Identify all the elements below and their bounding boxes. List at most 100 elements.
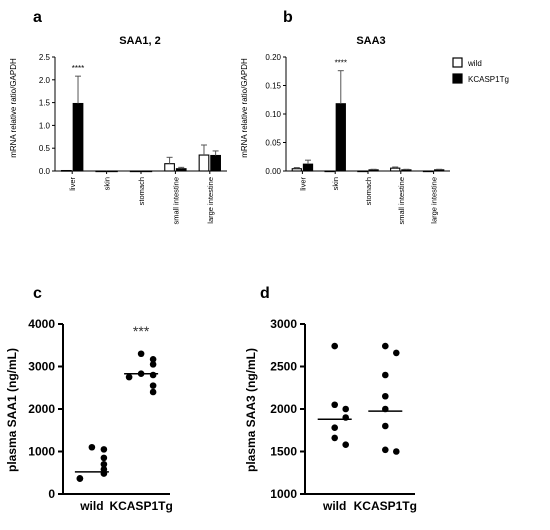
panel-a-bar-kcasp1tg (175, 168, 187, 172)
panel-a-y-tick-label: 1.0 (39, 121, 51, 130)
panel-c-y-tick-label: 3000 (28, 360, 55, 374)
panel-b-title: SAA3 (356, 35, 385, 47)
panel-a-category-label: skin (103, 177, 112, 190)
panel-b-y-tick-label: 0.05 (265, 139, 281, 148)
panel-c-point-wild (100, 446, 108, 453)
panel-c: c plasma SAA1 (ng/mL) 0 1000 2000 3000 4000 w… (5, 285, 173, 513)
panel-d: d plasma SAA3 (ng/mL) 1000 1500 2000 2500 30… (244, 285, 417, 513)
panel-c-significance-label: *** (133, 323, 150, 339)
panel-c-point-kcasp1tg (149, 355, 157, 363)
panel-d-y-axis-label: plasma SAA3 (ng/mL) (244, 348, 258, 472)
panel-a-y-tick-label: 2.0 (39, 76, 51, 85)
panel-letter-a: a (33, 9, 42, 26)
panel-b-plot: 0.00 0.05 0.10 0.15 0.20 liver skin stomach smal… (265, 53, 450, 225)
panel-a-category-label: small intestine (171, 177, 180, 225)
panel-d-point-kcasp1tg (393, 448, 400, 455)
panel-d-y-tick-label: 2000 (270, 402, 297, 416)
panel-c-point-kcasp1tg (137, 350, 145, 358)
panel-a: a SAA1, 2 mRNA relative ratio/GAPDH 0.0 0… (9, 9, 227, 225)
panel-b-bar-kcasp1tg (434, 169, 445, 172)
panel-d-y-tick-label: 3000 (270, 317, 297, 331)
panel-b: b SAA3 mRNA relative ratio/GAPDH 0.00 0.0… (240, 9, 450, 225)
panel-c-point-wild (88, 443, 96, 451)
panel-c-point-kcasp1tg (149, 388, 157, 396)
legend: wild KCASP1Tg (452, 57, 509, 84)
panel-b-category-label: skin (331, 177, 340, 190)
panel-b-category-label: small intestine (397, 177, 406, 225)
panel-c-category-label: KCASP1Tg (109, 499, 172, 513)
panel-a-significance-label: **** (72, 64, 84, 73)
panel-c-category-label: wild (79, 499, 103, 513)
panel-d-point-wild (331, 434, 339, 442)
panel-b-bar-wild (324, 170, 335, 173)
panel-c-point-wild (76, 475, 84, 483)
panel-b-y-tick-label: 0.00 (265, 167, 281, 176)
panel-a-y-tick-label: 0.0 (39, 167, 51, 176)
panel-d-y-tick-label: 2500 (270, 360, 297, 374)
legend-kcasp1tg-swatch (452, 73, 463, 84)
panel-d-point-wild (342, 405, 350, 413)
panel-b-bar-kcasp1tg (335, 103, 346, 172)
panel-letter-b: b (283, 9, 293, 26)
panel-a-category-label: large intestine (206, 177, 215, 224)
panel-b-bar-kcasp1tg (302, 163, 314, 172)
panel-d-point-wild (342, 441, 350, 449)
panel-b-y-axis-label: mRNA relative ratio/GAPDH (240, 58, 249, 158)
panel-d-category-label: wild (322, 499, 346, 513)
panel-b-bar-wild (422, 170, 434, 173)
panel-a-bar-kcasp1tg (107, 170, 118, 173)
panel-b-bar-wild (390, 167, 401, 172)
panel-d-y-tick-label: 1500 (270, 445, 297, 459)
panel-b-bar-wild (357, 170, 368, 173)
panel-d-point-kcasp1tg (382, 392, 389, 400)
panel-b-significance-label: **** (335, 59, 347, 68)
panel-c-point-kcasp1tg (149, 361, 157, 368)
panel-b-y-tick-label: 0.15 (265, 82, 281, 91)
panel-d-point-wild (331, 401, 339, 409)
panel-a-y-tick-label: 0.5 (39, 144, 51, 153)
panel-a-plot: 0.0 0.5 1.0 1.5 2.0 2.5 liver skin stomach small … (39, 53, 227, 225)
panel-c-y-axis-label: plasma SAA1 (ng/mL) (5, 348, 19, 472)
legend-kcasp1tg-label: KCASP1Tg (468, 75, 509, 84)
panel-c-y-tick-label: 1000 (28, 445, 55, 459)
panel-d-point-kcasp1tg (382, 371, 389, 379)
panel-a-bar-wild (61, 169, 72, 172)
panel-a-bar-wild (129, 170, 141, 173)
panel-a-bar-kcasp1tg (72, 102, 84, 172)
panel-b-bar-kcasp1tg (368, 169, 379, 172)
legend-wild-swatch (452, 57, 463, 68)
panel-letter-d: d (260, 285, 270, 302)
panel-b-y-tick-label: 0.20 (265, 53, 281, 62)
panel-b-category-label: large intestine (430, 177, 439, 224)
panel-a-bar-kcasp1tg (210, 154, 221, 172)
panel-b-bar-kcasp1tg (401, 169, 412, 172)
panel-c-point-wild (100, 454, 108, 462)
panel-d-category-label: KCASP1Tg (354, 499, 417, 513)
panel-c-point-kcasp1tg (149, 382, 157, 389)
panel-b-bar-wild (291, 168, 302, 172)
panel-a-y-axis-label: mRNA relative ratio/GAPDH (9, 58, 18, 158)
panel-a-category-label: stomach (137, 177, 146, 205)
legend-wild-label: wild (467, 59, 482, 68)
panel-d-y-tick-label: 1000 (270, 487, 297, 501)
panel-a-bar-kcasp1tg (141, 170, 153, 173)
panel-d-point-kcasp1tg (393, 349, 400, 357)
panel-c-point-kcasp1tg (125, 373, 133, 381)
panel-d-point-kcasp1tg (382, 342, 389, 350)
panel-d-point-kcasp1tg (382, 446, 389, 454)
panel-d-point-wild (331, 424, 339, 432)
panel-c-y-tick-label: 2000 (28, 402, 55, 416)
panel-a-y-tick-label: 2.5 (39, 53, 51, 62)
panel-a-bar-wild (164, 163, 175, 172)
panel-letter-c: c (33, 285, 42, 302)
panel-a-category-label: liver (68, 177, 77, 191)
panel-b-category-label: liver (298, 177, 307, 191)
panel-c-point-kcasp1tg (149, 371, 157, 379)
panel-b-category-label: stomach (364, 177, 373, 205)
panel-a-title: SAA1, 2 (119, 35, 161, 47)
panel-c-y-tick-label: 0 (48, 487, 55, 501)
panel-a-bar-wild (198, 154, 210, 172)
panel-c-point-wild (100, 460, 108, 468)
